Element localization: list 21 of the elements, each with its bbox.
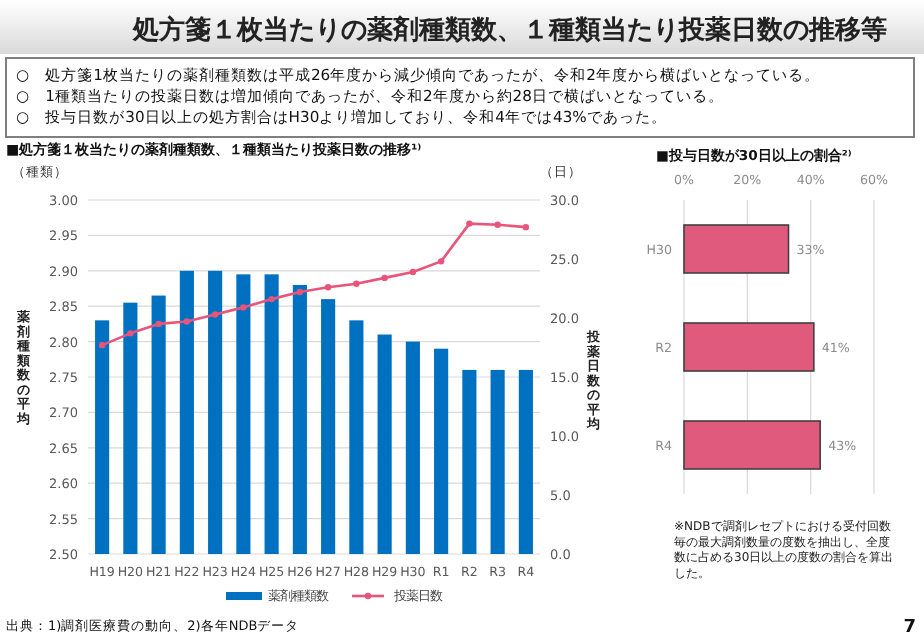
text: 処方箋１枚当たりの薬剤種類数、１種類当たり投薬日数の推移等 [131, 14, 887, 46]
point [466, 220, 473, 227]
point [240, 304, 247, 311]
bar [683, 322, 815, 372]
point [183, 318, 191, 325]
point [409, 268, 417, 276]
text: 7 [903, 618, 916, 638]
point [494, 221, 501, 228]
bar [683, 224, 790, 274]
point [211, 311, 219, 318]
point [324, 284, 332, 291]
point [127, 330, 134, 337]
point [437, 258, 445, 265]
point [353, 280, 360, 287]
point [155, 320, 162, 328]
point [296, 288, 304, 296]
point [268, 295, 275, 303]
bar [683, 420, 821, 470]
point [522, 223, 530, 231]
point [381, 274, 388, 282]
point [98, 341, 106, 349]
